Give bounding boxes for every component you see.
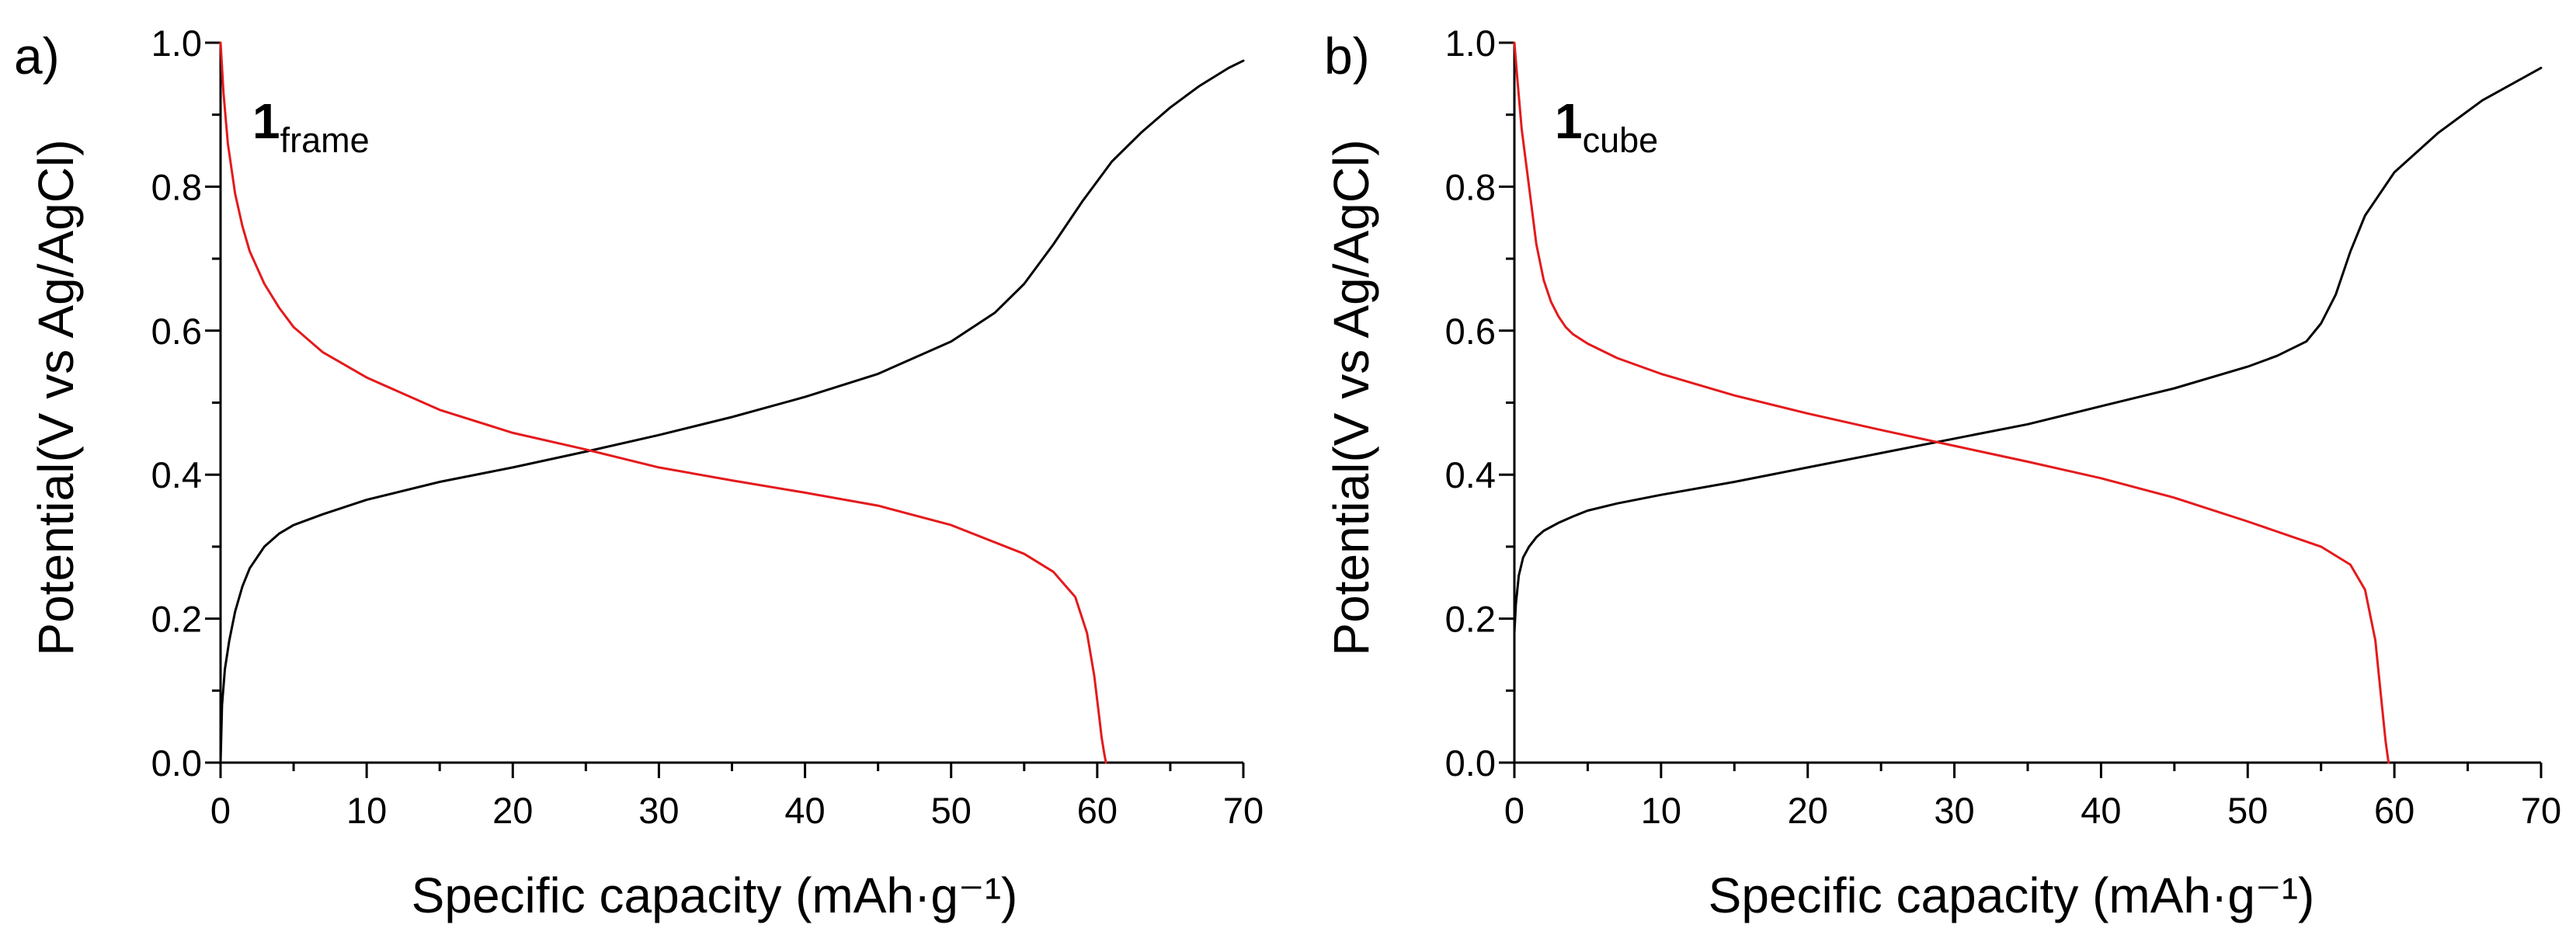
panel-b-y-axis-title: Potential(V vs Ag/AgCl): [1323, 139, 1379, 655]
panel-a-y-tick-label: 0.4: [151, 454, 202, 495]
panel-a-y-axis-title: Potential(V vs Ag/AgCl): [28, 139, 84, 655]
panel-b-x-tick-label: 20: [1788, 790, 1828, 831]
panel-b-y-tick-label: 0.6: [1445, 311, 1496, 352]
panel-a-charge-curve: [219, 59, 1245, 764]
panel-b-charge-curve: [1513, 66, 2543, 634]
panel-a: a) Potential(V vs Ag/AgCl) Specific capa…: [14, 23, 1264, 923]
panel-b-x-tick-label: 60: [2374, 790, 2414, 831]
panel-a-x-tick-label: 30: [638, 790, 679, 831]
panel-a-x-tick-label: 0: [210, 790, 231, 831]
panel-b-sample-main: 1: [1555, 93, 1583, 149]
panel-a-x-tick-label: 70: [1223, 790, 1264, 831]
panel-a-y-tick-label: 0.2: [151, 599, 202, 640]
panel-a-y-tick-label: 0.6: [151, 311, 202, 352]
panel-b-sample-subscript: cube: [1583, 120, 1659, 160]
panel-b-y-tick-label: 0.8: [1445, 166, 1496, 207]
panel-b-y-tick-label: 0.4: [1445, 454, 1496, 495]
panel-a-x-axis-title: Specific capacity (mAh·g⁻¹): [412, 867, 1018, 923]
panel-a-x-tick-label: 50: [931, 790, 972, 831]
panel-a-sample-main: 1: [252, 93, 280, 149]
panel-b: b) Potential(V vs Ag/AgCl) Specific capa…: [1323, 23, 2561, 923]
panel-b-y-tick-label: 1.0: [1445, 23, 1496, 64]
panel-b-label: b): [1324, 27, 1370, 85]
panel-b-y-tick-label: 0.0: [1445, 742, 1496, 784]
panel-b-x-tick-label: 40: [2081, 790, 2121, 831]
panel-b-y-tick-label: 0.2: [1445, 599, 1496, 640]
panel-a-x-tick-label: 40: [784, 790, 825, 831]
panel-a-sample-subscript: frame: [280, 120, 370, 160]
panel-a-y-tick-label: 1.0: [151, 23, 202, 64]
panel-b-discharge-curve: [1513, 41, 2390, 764]
panel-b-x-tick-label: 30: [1934, 790, 1974, 831]
panel-a-y-tick-label: 0.0: [151, 742, 202, 784]
panel-a-discharge-curve: [219, 41, 1107, 764]
panel-b-x-axis-title: Specific capacity (mAh·g⁻¹): [1709, 867, 2315, 923]
panel-a-x-tick-label: 20: [492, 790, 533, 831]
panel-a-sample-label: 1frame: [252, 93, 370, 160]
panel-b-sample-label: 1cube: [1555, 93, 1658, 160]
panel-a-x-tick-label: 10: [346, 790, 387, 831]
panel-a-label: a): [14, 27, 60, 85]
panel-b-x-tick-label: 50: [2227, 790, 2268, 831]
panel-b-x-tick-label: 0: [1504, 790, 1524, 831]
panel-b-x-tick-label: 10: [1641, 790, 1681, 831]
panel-b-x-tick-label: 70: [2521, 790, 2561, 831]
panel-a-x-tick-label: 60: [1077, 790, 1118, 831]
panel-a-y-tick-label: 0.8: [151, 166, 202, 207]
